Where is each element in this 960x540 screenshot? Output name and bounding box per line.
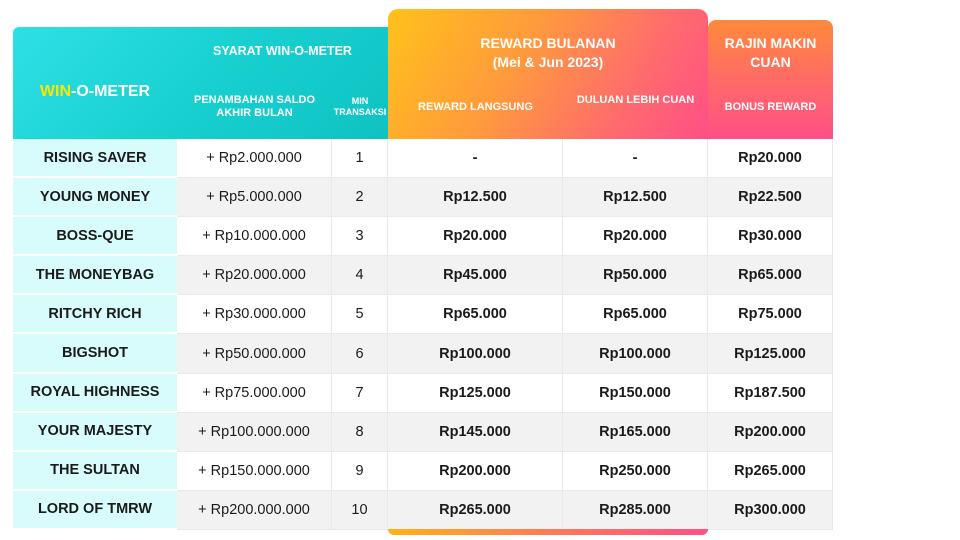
reward-langsung-cell: Rp125.000 — [388, 373, 563, 413]
win-o-meter-title: WIN -O-METER — [13, 27, 177, 157]
bonus-reward-cell: Rp265.000 — [708, 451, 833, 491]
reward-langsung-cell: Rp200.000 — [388, 451, 563, 491]
reward-bulanan-period: (Mei & Jun 2023) — [492, 53, 604, 70]
bonus-reward-cell: Rp300.000 — [708, 490, 833, 530]
min-transaksi-cell: 8 — [332, 412, 388, 452]
reward-duluan-cell: - — [563, 139, 708, 179]
reward-langsung-cell: Rp20.000 — [388, 217, 563, 257]
header-rajin-makin-cuan-bg — [708, 20, 833, 139]
bonus-reward-cell: Rp20.000 — [708, 139, 833, 179]
brand-rest: -O-METER — [71, 83, 151, 101]
reward-langsung-cell: Rp65.000 — [388, 295, 563, 335]
saldo-requirement-cell: + Rp2.000.000 — [177, 139, 332, 179]
reward-column-bottom-accent — [388, 529, 708, 535]
saldo-requirement-cell: + Rp10.000.000 — [177, 217, 332, 257]
min-transaksi-cell: 5 — [332, 295, 388, 335]
saldo-requirement-cell: + Rp150.000.000 — [177, 451, 332, 491]
reward-duluan-cell: Rp100.000 — [563, 334, 708, 374]
reward-duluan-cell: Rp285.000 — [563, 490, 708, 530]
reward-bulanan-title: REWARD BULANAN — [480, 35, 616, 51]
bonus-reward-cell: Rp30.000 — [708, 217, 833, 257]
table-row: BIGSHOT + Rp50.000.000 6 Rp100.000 Rp100.000… — [13, 334, 833, 374]
reward-langsung-cell: Rp265.000 — [388, 490, 563, 530]
reward-langsung-cell: Rp45.000 — [388, 256, 563, 296]
table-row: BOSS-QUE + Rp10.000.000 3 Rp20.000 Rp20.000 R… — [13, 217, 833, 257]
min-transaksi-cell: 6 — [332, 334, 388, 374]
min-transaksi-cell: 1 — [332, 139, 388, 179]
syarat-header: SYARAT WIN-O-METER — [213, 44, 352, 58]
col-header-reward-langsung: REWARD LANGSUNG — [418, 101, 533, 113]
table-row: ROYAL HIGHNESS + Rp75.000.000 7 Rp125.000 Rp… — [13, 373, 833, 413]
tier-name-cell: YOUR MAJESTY — [13, 412, 177, 452]
saldo-requirement-cell: + Rp20.000.000 — [177, 256, 332, 296]
saldo-requirement-cell: + Rp200.000.000 — [177, 490, 332, 530]
col-header-min-transaksi: MIN TRANSAKSI — [333, 96, 387, 117]
saldo-requirement-cell: + Rp5.000.000 — [177, 178, 332, 218]
tier-name-cell: RITCHY RICH — [13, 295, 177, 335]
reward-langsung-cell: - — [388, 139, 563, 179]
tier-name-cell: THE MONEYBAG — [13, 256, 177, 296]
reward-langsung-cell: Rp145.000 — [388, 412, 563, 452]
saldo-requirement-cell: + Rp75.000.000 — [177, 373, 332, 413]
rajin-makin-cuan-header: RAJIN MAKIN CUAN — [724, 35, 817, 70]
min-transaksi-cell: 3 — [332, 217, 388, 257]
brand-win: WIN — [39, 83, 71, 101]
min-transaksi-cell: 2 — [332, 178, 388, 218]
tier-name-cell: THE SULTAN — [13, 451, 177, 491]
bonus-reward-cell: Rp75.000 — [708, 295, 833, 335]
bonus-reward-cell: Rp200.000 — [708, 412, 833, 452]
table-row: YOUNG MONEY + Rp5.000.000 2 Rp12.500 Rp12.50… — [13, 178, 833, 218]
bonus-reward-cell: Rp125.000 — [708, 334, 833, 374]
reward-langsung-cell: Rp12.500 — [388, 178, 563, 218]
reward-bulanan-header: REWARD BULANAN (Mei & Jun 2023) — [388, 34, 708, 72]
reward-duluan-cell: Rp20.000 — [563, 217, 708, 257]
saldo-requirement-cell: + Rp100.000.000 — [177, 412, 332, 452]
min-transaksi-cell: 4 — [332, 256, 388, 296]
reward-duluan-cell: Rp12.500 — [563, 178, 708, 218]
tier-name-cell: LORD OF TMRW — [13, 490, 177, 530]
table-row: THE MONEYBAG + Rp20.000.000 4 Rp45.000 Rp50.… — [13, 256, 833, 296]
reward-duluan-cell: Rp50.000 — [563, 256, 708, 296]
saldo-requirement-cell: + Rp50.000.000 — [177, 334, 332, 374]
bonus-reward-cell: Rp65.000 — [708, 256, 833, 296]
tier-table: RISING SAVER + Rp2.000.000 1- - Rp20.000 YOUN… — [13, 139, 833, 530]
tier-name-cell: ROYAL HIGHNESS — [13, 373, 177, 413]
saldo-requirement-cell: + Rp30.000.000 — [177, 295, 332, 335]
tier-name-cell: BIGSHOT — [13, 334, 177, 374]
table-row: RISING SAVER + Rp2.000.000 1- - Rp20.000 — [13, 139, 833, 179]
col-header-bonus-reward: BONUS REWARD — [724, 101, 817, 113]
table-row: LORD OF TMRW + Rp200.000.000 10 Rp265.000 Rp… — [13, 490, 833, 530]
tier-name-cell: RISING SAVER — [13, 139, 177, 179]
min-transaksi-cell: 10 — [332, 490, 388, 530]
table-row: YOUR MAJESTY + Rp100.000.000 8 Rp145.000 Rp1… — [13, 412, 833, 452]
tier-name-cell: YOUNG MONEY — [13, 178, 177, 218]
tier-name-cell: BOSS-QUE — [13, 217, 177, 257]
table-row: RITCHY RICH + Rp30.000.000 5 Rp65.000 Rp65.0… — [13, 295, 833, 335]
min-transaksi-cell: 7 — [332, 373, 388, 413]
header-reward-bulanan-bg — [388, 9, 708, 139]
col-header-saldo: PENAMBAHAN SALDO AKHIR BULAN — [194, 94, 315, 120]
min-transaksi-cell: 9 — [332, 451, 388, 491]
reward-langsung-cell: Rp100.000 — [388, 334, 563, 374]
reward-duluan-cell: Rp250.000 — [563, 451, 708, 491]
reward-duluan-cell: Rp150.000 — [563, 373, 708, 413]
bonus-reward-cell: Rp22.500 — [708, 178, 833, 218]
reward-duluan-cell: Rp65.000 — [563, 295, 708, 335]
table-row: THE SULTAN + Rp150.000.000 9 Rp200.000 Rp250… — [13, 451, 833, 491]
reward-duluan-cell: Rp165.000 — [563, 412, 708, 452]
bonus-reward-cell: Rp187.500 — [708, 373, 833, 413]
header-syarat-bg — [13, 27, 388, 139]
col-header-duluan-lebih-cuan: DULUAN LEBIH CUAN — [576, 94, 695, 106]
